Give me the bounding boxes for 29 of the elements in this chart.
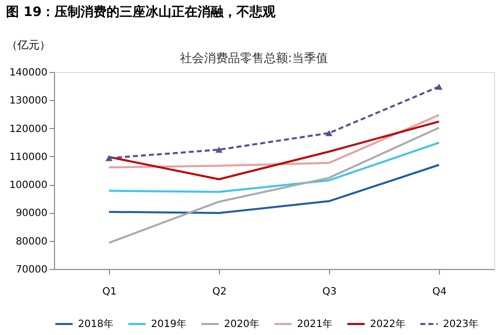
legend-label: 2023年 xyxy=(443,318,478,330)
x-tick-label: Q4 xyxy=(432,286,447,298)
legend-label: 2021年 xyxy=(297,318,332,330)
y-tick-label: 80000 xyxy=(16,236,48,248)
legend-label: 2019年 xyxy=(151,318,186,330)
line-series xyxy=(108,114,440,168)
point xyxy=(105,155,113,162)
legend-label: 2018年 xyxy=(78,318,114,330)
x-tick-label: Q2 xyxy=(212,286,227,298)
x-tick-label: Q3 xyxy=(322,286,337,298)
y-tick-label: 120000 xyxy=(9,124,48,135)
point xyxy=(435,84,443,90)
legend-label: 2020年 xyxy=(224,318,260,330)
legend-label: 2022年 xyxy=(370,318,406,330)
y-axis-title: （亿元） xyxy=(6,38,50,52)
line-series xyxy=(108,142,440,193)
y-tick-label: 100000 xyxy=(9,180,48,192)
line-series xyxy=(108,126,440,244)
y-tick-label: 70000 xyxy=(16,264,48,276)
chart-title: 图 19：压制消费的三座冰山正在消融，不悲观 xyxy=(6,4,277,20)
chart-subtitle: 社会消费品零售总额:当季值 xyxy=(180,51,328,65)
line-series xyxy=(108,164,440,214)
point xyxy=(325,130,333,136)
y-tick-label: 130000 xyxy=(9,96,48,107)
y-tick-label: 140000 xyxy=(9,68,48,78)
x-tick-label: Q1 xyxy=(102,286,117,298)
y-tick-label: 110000 xyxy=(9,152,48,163)
y-tick-label: 90000 xyxy=(16,208,48,220)
point xyxy=(215,146,223,153)
